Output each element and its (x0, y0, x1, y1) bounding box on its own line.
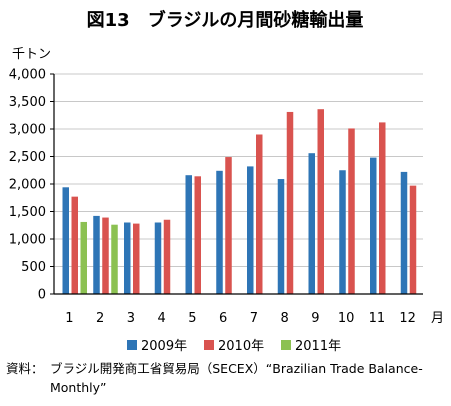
x-tick-label: 8 (280, 311, 288, 326)
bar (317, 109, 324, 294)
bar (124, 222, 131, 294)
gridlines (54, 73, 423, 267)
x-axis-unit-label: 月 (431, 311, 444, 326)
bar (185, 175, 192, 294)
bar (370, 157, 377, 294)
bar (277, 179, 285, 294)
bar (379, 122, 386, 295)
bar (111, 224, 118, 294)
x-tick-label: 5 (188, 311, 196, 326)
bar (308, 153, 315, 294)
legend-swatch (204, 340, 214, 350)
legend-swatch (127, 340, 137, 350)
source-note: 資料： ブラジル開発商工省貿易局（SECEX）“Brazilian Trade … (6, 359, 446, 397)
legend-swatch (281, 340, 291, 350)
bar-chart: 図13 ブラジルの月間砂糖輸出量 千トン 0 500 1,000 1,500 2,000… (9, 9, 444, 354)
y-tick-label: 500 (21, 260, 46, 275)
y-tick-label: 0 (38, 288, 46, 303)
bar (348, 128, 355, 294)
bar (225, 157, 232, 294)
x-tick-label: 10 (338, 311, 355, 326)
y-tick-label: 2,500 (9, 150, 46, 165)
x-tick-label: 7 (250, 311, 258, 326)
legend-label: 2011年 (295, 339, 341, 354)
y-tick-label: 1,000 (9, 233, 46, 248)
y-tick-label: 1,500 (9, 205, 46, 220)
x-tick-label: 3 (127, 311, 135, 326)
x-tick-label: 2 (96, 311, 104, 326)
legend-label: 2010年 (218, 339, 264, 354)
y-axis-unit-label: 千トン (12, 47, 51, 62)
bar (400, 171, 408, 294)
y-tick-label: 3,500 (9, 95, 46, 110)
legend: 2009年 2010年 2011年 (127, 339, 341, 354)
bar (102, 217, 109, 294)
bar (80, 221, 87, 294)
x-tick-label: 11 (369, 311, 386, 326)
bar (194, 176, 201, 294)
x-tick-label: 1 (65, 311, 73, 326)
x-tick-label: 4 (157, 311, 165, 326)
y-tick-label: 3,000 (9, 123, 46, 138)
bar (409, 185, 417, 294)
bar (216, 170, 223, 294)
bar (339, 170, 346, 294)
x-tick-label: 6 (219, 311, 227, 326)
legend-label: 2009年 (141, 339, 187, 354)
bar (93, 215, 100, 294)
source-text: ブラジル開発商工省貿易局（SECEX）“Brazilian Trade Bala… (50, 361, 423, 395)
y-tick-labels: 0 500 1,000 1,500 2,000 2,500 3,000 3,500 4,000 (9, 68, 54, 303)
bar (247, 166, 254, 294)
bar (133, 223, 140, 294)
x-tick-label: 12 (399, 311, 416, 326)
x-tick-labels: 1 2 3 4 5 6 7 8 9 10 11 12 (65, 311, 416, 326)
bar (286, 111, 294, 294)
chart-title: 図13 ブラジルの月間砂糖輸出量 (87, 9, 364, 31)
bar (62, 187, 69, 294)
bar (256, 134, 263, 294)
bar (154, 222, 162, 294)
x-tick-label: 9 (311, 311, 319, 326)
y-tick-label: 2,000 (9, 178, 46, 193)
y-tick-label: 4,000 (9, 68, 46, 83)
bars (62, 109, 417, 295)
bar (163, 219, 171, 294)
source-prefix: 資料： (6, 361, 44, 376)
bar (71, 196, 78, 294)
